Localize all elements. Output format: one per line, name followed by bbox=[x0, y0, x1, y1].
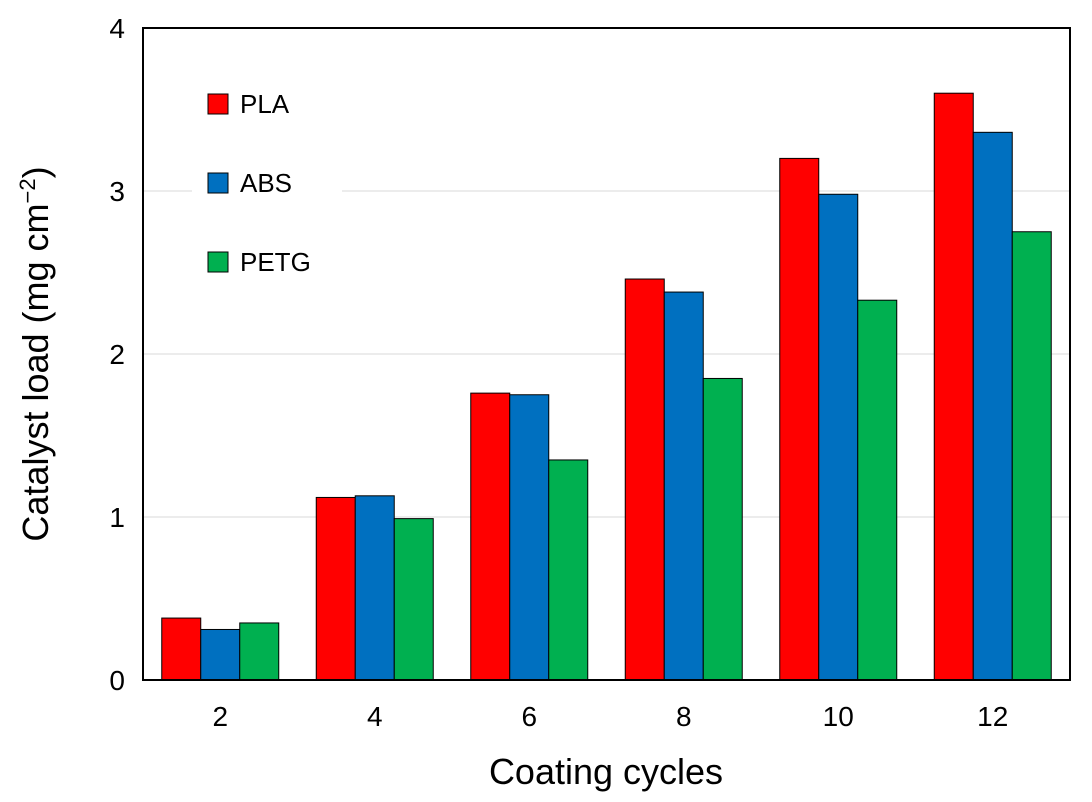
x-tick-label: 4 bbox=[367, 701, 383, 732]
legend: PLA ABS PETG bbox=[192, 78, 342, 283]
bar-abs-6 bbox=[509, 394, 550, 681]
y-axis-title-close: ) bbox=[15, 166, 56, 178]
bar-pla-2 bbox=[161, 617, 202, 681]
x-axis-title: Coating cycles bbox=[489, 751, 723, 792]
plot-frame bbox=[142, 27, 1071, 681]
legend-swatch-pla bbox=[207, 93, 229, 115]
bar-petg-6 bbox=[548, 459, 589, 681]
y-axis-title-superscript: −2 bbox=[15, 178, 40, 203]
bar-petg-10 bbox=[857, 299, 898, 681]
x-tick-label: 6 bbox=[521, 701, 537, 732]
y-axis-title: Catalyst load (mg cm−2) bbox=[15, 166, 56, 541]
legend-label-abs: ABS bbox=[240, 168, 292, 198]
bar-pla-6 bbox=[470, 392, 511, 681]
bar-abs-8 bbox=[663, 291, 704, 681]
x-tick-label: 12 bbox=[977, 701, 1008, 732]
y-axis-title-main: Catalyst load (mg cm bbox=[15, 203, 56, 541]
y-tick-label: 0 bbox=[109, 665, 125, 696]
y-tick-label: 3 bbox=[109, 176, 125, 207]
bar-abs-10 bbox=[818, 193, 859, 681]
bar-pla-10 bbox=[779, 157, 820, 681]
legend-label-pla: PLA bbox=[240, 89, 290, 119]
bar-abs-12 bbox=[972, 131, 1013, 681]
bars bbox=[161, 92, 1052, 681]
bar-pla-8 bbox=[624, 278, 665, 681]
y-tick-label: 2 bbox=[109, 339, 125, 370]
x-tick-label: 8 bbox=[676, 701, 692, 732]
bar-abs-4 bbox=[354, 495, 395, 681]
y-tick-labels: 0 1 2 3 4 bbox=[109, 13, 125, 696]
y-tick-label: 4 bbox=[109, 13, 125, 44]
bar-petg-4 bbox=[393, 518, 434, 681]
bar-petg-8 bbox=[702, 377, 743, 681]
legend-swatch-petg bbox=[207, 251, 229, 273]
legend-label-petg: PETG bbox=[240, 247, 311, 277]
bar-abs-2 bbox=[200, 628, 241, 681]
y-tick-label: 1 bbox=[109, 502, 125, 533]
x-tick-label: 10 bbox=[823, 701, 854, 732]
bar-pla-4 bbox=[315, 496, 356, 681]
legend-swatch-abs bbox=[207, 172, 229, 194]
bar-petg-2 bbox=[239, 622, 280, 681]
x-tick-label: 2 bbox=[212, 701, 228, 732]
bar-pla-12 bbox=[933, 92, 974, 681]
x-tick-labels: 2 4 6 8 10 12 bbox=[212, 701, 1008, 732]
bar-petg-12 bbox=[1011, 231, 1052, 681]
